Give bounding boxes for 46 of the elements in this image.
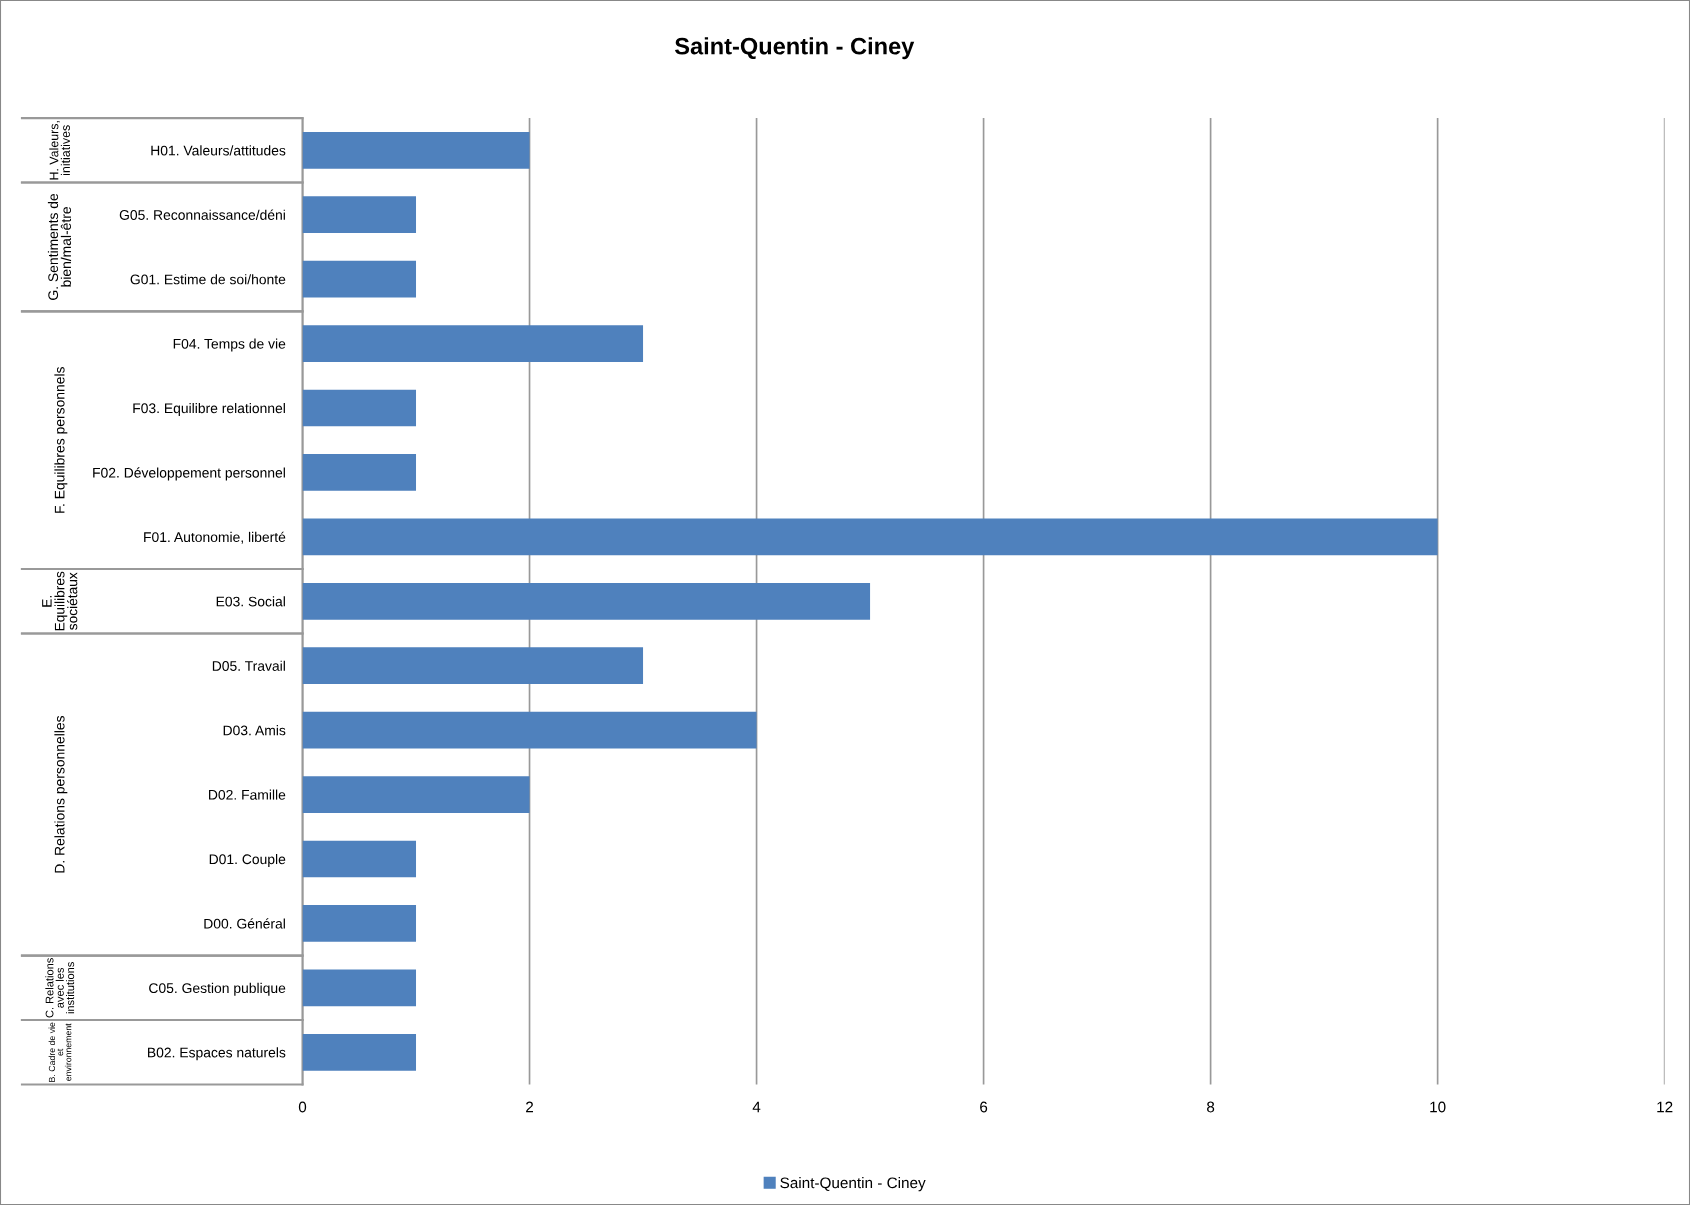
text: D. Relations personnelles [54,715,68,873]
y-tick-label: D03. Amis [223,725,286,736]
x-tick-label: 4 [752,1101,761,1113]
y-tick-label: B02. Espaces naturels [148,1047,286,1061]
bar [302,969,417,1007]
y-tick-label: G01. Estime de soi/honte [130,274,286,285]
y-tick-label: D00. Général [204,918,285,929]
x-tick-label: 12 [1657,1101,1673,1113]
y-tick-label: F02. Développement personnel [93,467,285,481]
bar [302,325,644,362]
y-tick-label: D01. Couple [209,853,286,867]
bar [302,131,530,169]
text: C. Relations avec les institutions [45,958,75,1018]
x-tick-label: 6 [980,1101,988,1113]
x-tick-label: 8 [1207,1101,1215,1113]
text: E. Equilibres sociétaux [42,571,78,631]
bar [302,647,644,685]
bar [302,196,417,234]
y-tick-label: F04. Temps de vie [173,338,286,352]
bar [302,776,530,813]
y-tick-label: D02. Famille [209,789,286,800]
y-tick-label: G05. Reconnaissance/déni [119,209,285,220]
y-tick-label: C05. Gestion publique [149,982,286,996]
x-tick-label: 10 [1430,1101,1446,1113]
y-tick-label: E03. Social [216,596,285,607]
bar [302,582,871,620]
chart-title: Saint-Quentin - Ciney [674,37,915,60]
bar [302,518,1438,556]
bar [302,905,417,942]
bar [302,260,417,298]
bar [302,711,757,749]
text: B. Cadre de vie et environnement [48,1022,72,1082]
bar [302,454,417,491]
y-tick-label: H01. Valeurs/attitudes [151,145,286,156]
text: F. Equilibres personnels [54,367,68,513]
bar [302,389,417,427]
y-tick-label: F03. Equilibre relationnel [133,402,285,416]
y-tick-label: F01. Autonomie, liberté [144,531,286,544]
y-tick-label: D05. Travail [212,660,285,671]
bar [302,840,417,878]
text: H. Valeurs, initiatives [49,121,70,180]
legend-label: Saint-Quentin - Ciney [780,1177,926,1192]
bar [302,1033,417,1071]
x-tick-label: 0 [298,1101,307,1113]
text: G. Sentiments de bien/mal-être [47,193,72,300]
x-tick-label: 2 [526,1101,534,1113]
